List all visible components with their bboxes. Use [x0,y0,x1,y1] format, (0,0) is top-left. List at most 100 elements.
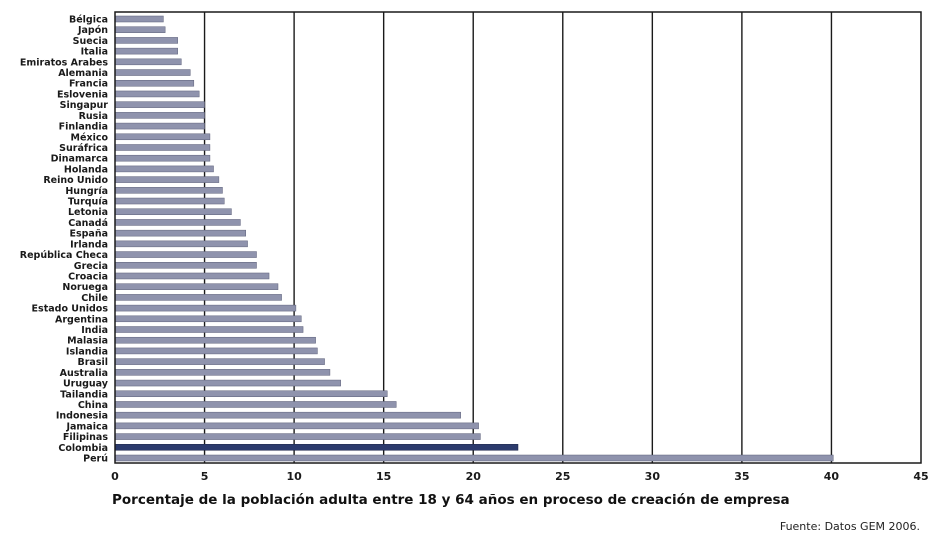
bar [114,133,211,141]
category-label: Emiratos Arabes [20,57,108,68]
bar [114,240,248,248]
category-label: Brasil [77,357,108,368]
category-label: México [71,132,109,143]
category-label: Colombia [58,443,108,454]
category-label: Suecia [73,36,108,47]
bar [114,411,461,419]
bar [114,294,282,301]
category-label: Dinamarca [51,154,108,165]
category-label: Letonia [68,207,108,218]
category-label: Bélgica [69,15,108,26]
category-label: Argentina [55,314,108,325]
bar [114,26,166,33]
category-label: Finlandia [59,122,108,133]
category-label: Uruguay [63,379,109,390]
bar [114,347,318,355]
x-tick-label: 45 [913,470,928,483]
x-tick-label: 30 [645,470,661,483]
bar [114,454,834,462]
bar [114,272,270,280]
category-label: China [78,400,108,411]
bar [114,304,297,312]
category-label: Noruega [62,282,108,293]
bar [114,433,481,440]
x-tick-label: 40 [824,470,840,483]
x-tick-label: 15 [376,470,391,483]
bar [114,144,211,151]
category-label: Holanda [64,164,108,175]
category-label: Perú [83,454,108,465]
category-label: Islandia [66,346,108,357]
bar [114,229,247,237]
category-label: Francia [69,79,108,90]
bar [114,79,195,87]
bar [114,251,257,258]
bar [114,154,211,162]
bar [114,358,325,365]
gridlines [203,12,833,463]
category-label: Italia [81,47,108,58]
bar [114,122,205,130]
bar [114,47,178,55]
bar [114,390,388,398]
bar [114,165,214,173]
bar [114,187,223,194]
category-label: Irlanda [70,239,108,250]
category-label: Japón [77,25,108,36]
category-label: Rusia [79,111,108,122]
category-label: Filipinas [63,432,108,443]
bar [114,379,341,387]
plot-frame [114,11,922,464]
bar [114,58,182,66]
x-tick-label: 5 [201,470,209,483]
category-label: India [81,325,108,336]
category-label: Singapur [60,100,109,111]
category-label: Reino Unido [43,175,108,186]
x-tick-label: 10 [286,470,302,483]
bar [114,176,220,183]
category-label: Turquía [68,197,108,208]
category-label: Jamaica [65,421,108,432]
bar [114,69,191,76]
bar [114,101,205,108]
x-tick-label: 20 [466,470,482,483]
category-label: Hungría [65,186,108,197]
bar [114,262,257,269]
bar [114,283,279,290]
bar [114,90,200,98]
x-axis-label: Porcentaje de la población adulta entre … [112,492,790,508]
bar [114,336,316,344]
bar [114,422,479,430]
bar [114,401,397,408]
bar [114,197,225,205]
bar [114,219,241,226]
category-label: República Checa [20,250,108,261]
bar [114,326,304,333]
bar [114,37,178,44]
category-label: Alemania [58,68,108,79]
x-tick-label: 25 [555,470,570,483]
source-note: Fuente: Datos GEM 2006. [780,520,920,533]
category-label: Tailandia [60,389,108,400]
category-label: Australia [60,368,108,379]
bars [114,15,834,462]
bar [114,444,519,451]
bar [114,208,232,215]
category-label: Suráfrica [59,143,108,154]
category-label: Eslovenia [57,89,108,100]
category-label: Estado Unidos [32,304,109,315]
bar [114,112,205,119]
category-label: Indonesia [56,411,108,422]
category-label: Grecia [74,261,108,272]
category-label: Canadá [68,218,108,229]
category-label: Malasia [67,336,108,347]
x-ticks: 0 5 10 15 20 25 30 35 40 45 [111,470,928,483]
bar [114,369,331,376]
category-label: Croacia [68,271,108,282]
bar [114,315,302,323]
x-tick-label: 35 [734,470,749,483]
category-label: España [69,229,108,240]
bar [114,15,164,23]
